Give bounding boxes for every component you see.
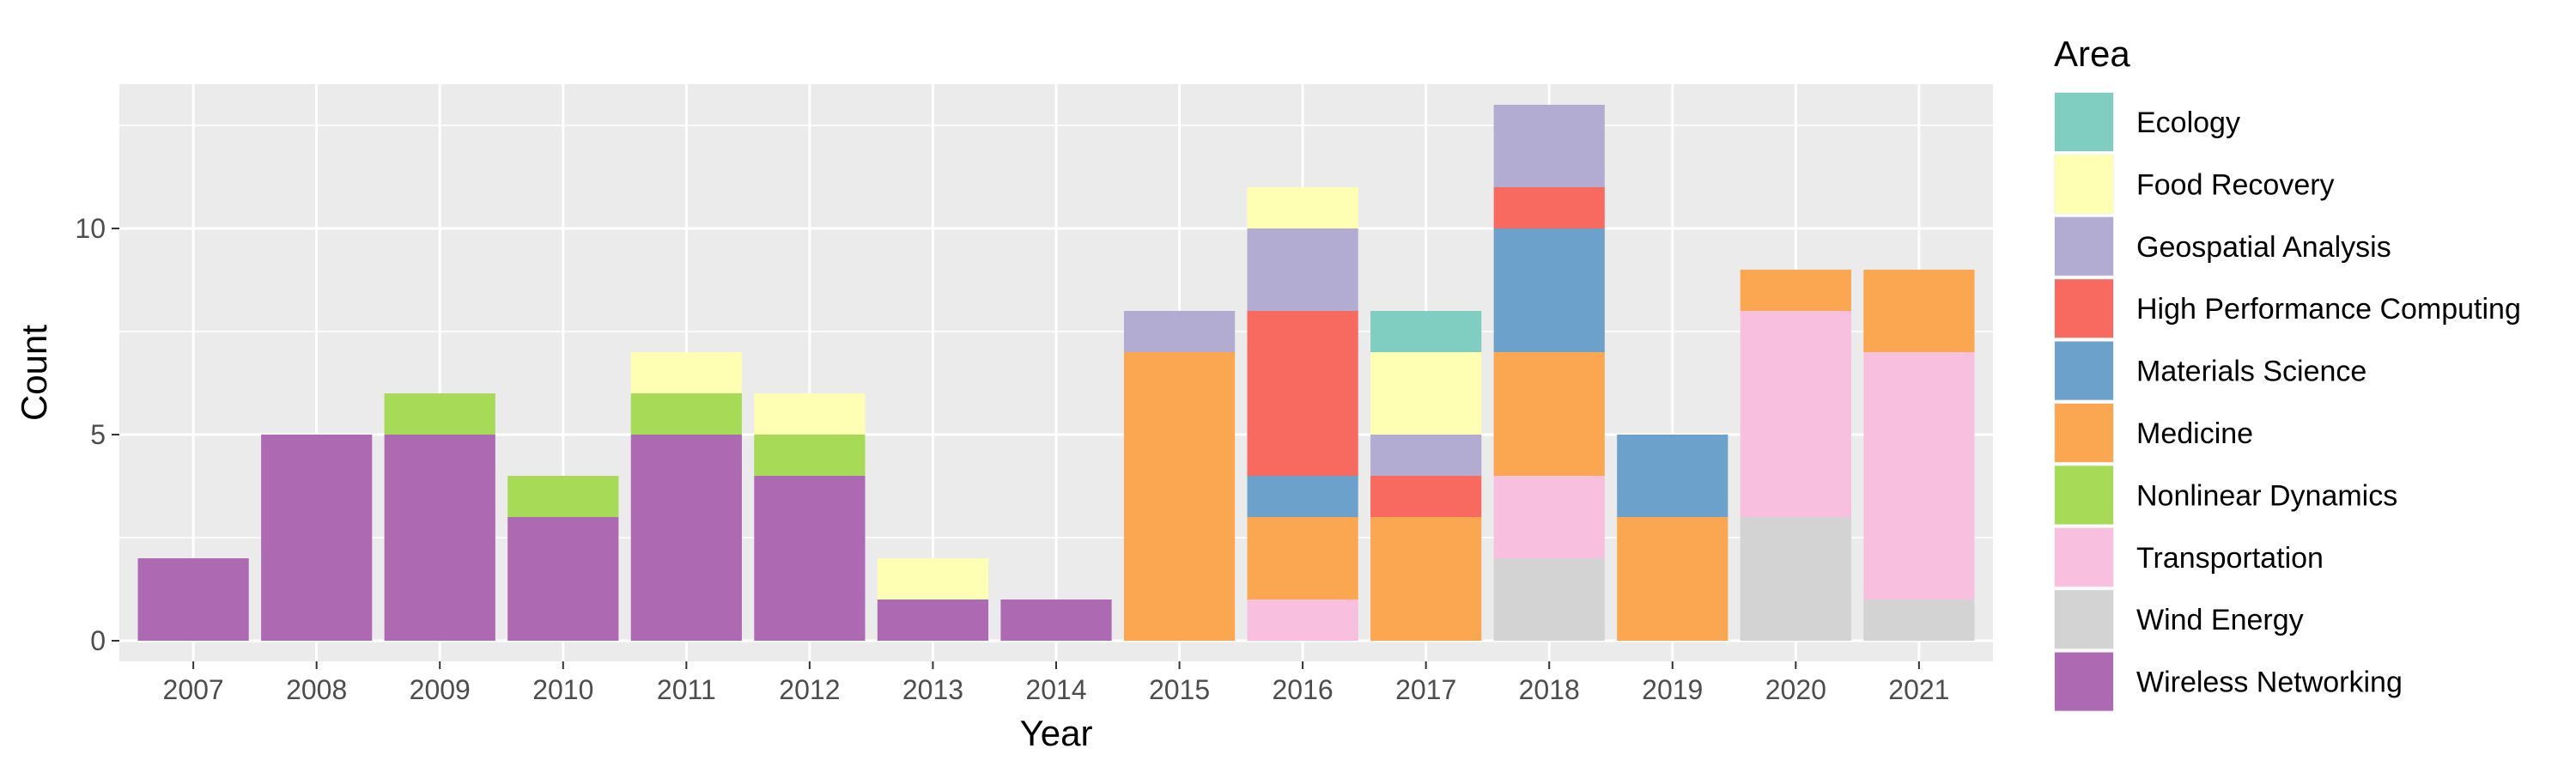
y-tick-label: 0	[90, 625, 106, 656]
bar-segment	[137, 558, 249, 641]
x-axis: 2007 2008 2009 2010 2011 2012 2013 2014 2015 2016…	[163, 661, 1949, 705]
x-tick-label: 2011	[657, 674, 716, 705]
bar-segment	[1247, 187, 1358, 228]
x-tick-label: 2014	[1025, 674, 1086, 705]
legend-items: Ecology Food Recovery Geospatial Analysis H…	[2054, 92, 2521, 712]
x-tick-label: 2013	[902, 674, 963, 705]
bar-segment	[630, 352, 742, 393]
x-tick-label: 2019	[1642, 674, 1703, 705]
bar-segment	[1370, 435, 1482, 476]
legend-swatch	[2055, 652, 2113, 711]
x-axis-title: Year	[1020, 713, 1093, 753]
bar-segment	[1863, 600, 1975, 641]
bar-segment	[754, 476, 866, 641]
legend-label: Geospatial Analysis	[2136, 231, 2391, 264]
x-tick-label: 2012	[779, 674, 840, 705]
y-tick-label: 5	[90, 419, 106, 450]
bar-segment	[1370, 517, 1482, 641]
bar-segment	[1493, 228, 1605, 352]
bar-segment	[1493, 105, 1605, 187]
legend-swatch	[2055, 155, 2113, 214]
legend-swatch	[2055, 466, 2113, 525]
bar-segment	[1617, 517, 1728, 641]
legend: Area Ecology Food Recovery Geospatial Anal…	[2054, 33, 2521, 712]
bar-segment	[384, 435, 495, 641]
bar-segment	[1740, 517, 1851, 641]
legend-swatch	[2055, 527, 2113, 587]
x-tick-label: 2020	[1765, 674, 1826, 705]
bar-segment	[1370, 352, 1482, 435]
bar-segment	[1123, 311, 1236, 352]
bar-segment	[1247, 311, 1358, 476]
bar-segment	[1617, 435, 1728, 517]
legend-swatch	[2055, 216, 2113, 276]
bar-segment	[1740, 311, 1851, 517]
y-axis: 0 5 10	[75, 213, 119, 656]
bar-segment	[1863, 352, 1975, 600]
x-tick-label: 2010	[532, 674, 593, 705]
bar-segment	[1493, 476, 1605, 558]
legend-label: Transportation	[2136, 542, 2324, 575]
legend-label: Nonlinear Dynamics	[2136, 479, 2397, 512]
bar-segment	[1370, 311, 1482, 352]
x-tick-label: 2021	[1888, 674, 1949, 705]
legend-swatch	[2055, 590, 2113, 649]
legend-label: Ecology	[2136, 107, 2240, 139]
bar-segment	[1000, 600, 1112, 641]
x-tick-label: 2015	[1149, 674, 1210, 705]
legend-swatch	[2055, 341, 2113, 400]
y-tick-label: 10	[75, 213, 106, 244]
legend-label: Materials Science	[2136, 356, 2366, 388]
legend-swatch	[2055, 93, 2113, 151]
bar-segment	[1493, 352, 1605, 476]
bar-segment	[1247, 600, 1358, 641]
bar-segment	[754, 393, 866, 435]
x-tick-label: 2018	[1519, 674, 1580, 705]
bar-segment	[507, 476, 619, 517]
bar-segment	[1493, 558, 1605, 641]
bar-segment	[1493, 187, 1605, 228]
x-tick-label: 2017	[1395, 674, 1456, 705]
bar-segment	[754, 435, 866, 476]
legend-swatch	[2055, 404, 2113, 462]
legend-label: High Performance Computing	[2136, 293, 2521, 326]
x-tick-label: 2008	[286, 674, 347, 705]
legend-label: Food Recovery	[2136, 168, 2335, 201]
bar-segment	[1247, 517, 1358, 600]
x-tick-label: 2009	[410, 674, 471, 705]
bar-segment	[630, 435, 742, 641]
bar-segment	[1370, 476, 1482, 517]
bar-segment	[1863, 270, 1975, 352]
legend-label: Wind Energy	[2136, 604, 2304, 636]
legend-label: Wireless Networking	[2136, 666, 2403, 699]
bar-segment	[1123, 352, 1236, 641]
bar-segment	[877, 558, 989, 600]
x-tick-label: 2007	[163, 674, 224, 705]
bar-segment	[261, 435, 373, 641]
legend-title: Area	[2054, 33, 2130, 74]
bar-segment	[1247, 476, 1358, 517]
bar-segment	[384, 393, 495, 435]
x-tick-label: 2016	[1273, 674, 1334, 705]
bar-segment	[877, 600, 989, 641]
y-axis-title: Count	[14, 325, 54, 421]
bar-segment	[630, 393, 742, 435]
bar-segment	[507, 517, 619, 641]
bar-segment	[1740, 270, 1851, 311]
bar-segment	[1247, 228, 1358, 311]
legend-label: Medicine	[2136, 417, 2253, 450]
bar-segments	[137, 105, 1975, 641]
legend-swatch	[2055, 279, 2113, 338]
